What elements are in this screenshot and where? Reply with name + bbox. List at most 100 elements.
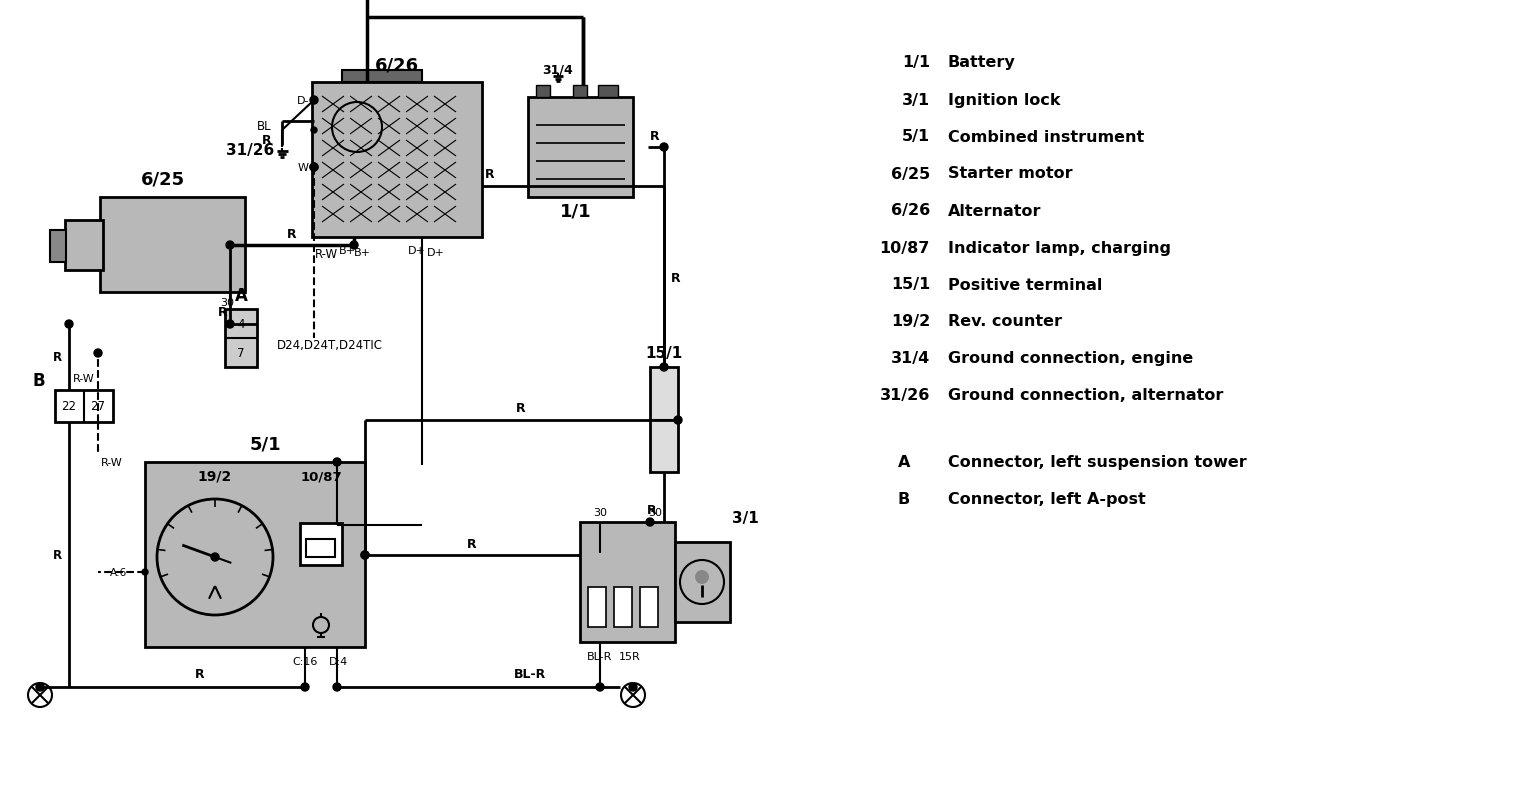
Text: R: R xyxy=(467,537,476,550)
Text: B+: B+ xyxy=(353,248,370,257)
Bar xyxy=(528,98,633,198)
Bar xyxy=(581,522,674,642)
Text: R: R xyxy=(195,668,204,681)
Text: R: R xyxy=(52,549,61,561)
Bar xyxy=(573,86,587,98)
Text: 5/1: 5/1 xyxy=(249,435,281,453)
Text: D24,D24T,D24TIC: D24,D24T,D24TIC xyxy=(276,339,382,352)
Bar xyxy=(312,83,482,237)
Text: 15/1: 15/1 xyxy=(645,346,682,361)
Text: 4: 4 xyxy=(237,318,244,331)
Text: Ignition lock: Ignition lock xyxy=(948,92,1060,107)
Text: R-W: R-W xyxy=(74,374,95,383)
Text: 30: 30 xyxy=(593,508,607,517)
Text: BL: BL xyxy=(257,119,272,132)
Text: 15R: 15R xyxy=(619,651,641,661)
Text: 22: 22 xyxy=(61,400,77,413)
Circle shape xyxy=(210,553,220,561)
Text: 1/1: 1/1 xyxy=(559,203,591,221)
Text: R: R xyxy=(650,129,660,142)
Text: 19/2: 19/2 xyxy=(891,314,929,329)
Text: 31/26: 31/26 xyxy=(226,142,273,157)
Text: 27: 27 xyxy=(91,400,106,413)
Bar xyxy=(343,71,422,83)
Circle shape xyxy=(333,459,341,467)
Bar xyxy=(51,231,66,263)
Circle shape xyxy=(647,518,654,526)
Text: A: A xyxy=(235,286,247,305)
Text: 31/4: 31/4 xyxy=(891,351,929,366)
Circle shape xyxy=(310,128,316,134)
Text: 6/26: 6/26 xyxy=(891,203,929,218)
Circle shape xyxy=(333,683,341,691)
Text: R: R xyxy=(647,504,657,516)
Text: Rev. counter: Rev. counter xyxy=(948,314,1061,329)
Text: Indicator lamp, charging: Indicator lamp, charging xyxy=(948,241,1170,255)
Bar xyxy=(650,367,677,472)
Bar xyxy=(614,587,631,627)
Text: B: B xyxy=(897,492,909,507)
Text: C:16: C:16 xyxy=(292,656,318,666)
Text: B: B xyxy=(32,371,46,390)
Text: 3/1: 3/1 xyxy=(731,510,759,525)
Text: 10/87: 10/87 xyxy=(300,470,343,483)
Circle shape xyxy=(301,683,309,691)
Text: 10/87: 10/87 xyxy=(880,241,929,255)
Circle shape xyxy=(310,164,318,172)
Text: 7: 7 xyxy=(237,347,244,360)
Text: BL-R: BL-R xyxy=(515,668,547,681)
Circle shape xyxy=(35,683,45,691)
Text: 30: 30 xyxy=(648,508,662,517)
Circle shape xyxy=(226,321,233,329)
Circle shape xyxy=(141,569,147,575)
Text: D-: D- xyxy=(296,96,309,106)
Text: 15/1: 15/1 xyxy=(891,277,929,292)
Bar xyxy=(55,391,114,423)
Bar xyxy=(300,524,343,565)
Text: Battery: Battery xyxy=(948,55,1015,71)
Circle shape xyxy=(310,164,318,172)
Circle shape xyxy=(350,241,358,249)
Bar xyxy=(144,463,366,647)
Bar xyxy=(536,86,550,98)
Circle shape xyxy=(310,97,318,105)
Bar xyxy=(100,198,246,293)
Text: R: R xyxy=(671,271,680,284)
Text: R: R xyxy=(287,227,296,241)
Text: D+: D+ xyxy=(409,245,425,256)
Text: 31/4: 31/4 xyxy=(542,63,573,76)
Bar xyxy=(224,310,257,367)
Text: 19/2: 19/2 xyxy=(198,469,232,484)
Text: 3/1: 3/1 xyxy=(902,92,929,107)
Text: D:4: D:4 xyxy=(329,656,347,666)
Text: R: R xyxy=(485,168,495,181)
Text: BL-R: BL-R xyxy=(587,651,613,661)
Circle shape xyxy=(694,570,710,585)
Bar xyxy=(65,221,103,270)
Text: R: R xyxy=(263,134,272,148)
Text: R: R xyxy=(516,402,525,415)
Text: Connector, left suspension tower: Connector, left suspension tower xyxy=(948,455,1247,470)
Bar xyxy=(588,587,607,627)
Text: 6/26: 6/26 xyxy=(375,56,419,74)
Circle shape xyxy=(630,683,637,691)
Bar xyxy=(674,542,730,622)
Bar xyxy=(598,86,617,98)
Text: 30: 30 xyxy=(220,298,233,308)
Circle shape xyxy=(361,551,369,559)
Circle shape xyxy=(94,350,101,358)
Text: B+: B+ xyxy=(338,245,355,256)
Text: 5/1: 5/1 xyxy=(902,129,929,144)
Circle shape xyxy=(65,321,74,329)
Bar xyxy=(641,587,657,627)
Text: A:6: A:6 xyxy=(109,567,127,577)
Text: Combined instrument: Combined instrument xyxy=(948,129,1144,144)
Text: R-W: R-W xyxy=(315,247,338,260)
Text: A: A xyxy=(897,455,909,470)
Circle shape xyxy=(660,144,668,152)
Text: Positive terminal: Positive terminal xyxy=(948,277,1103,292)
Text: 6/25: 6/25 xyxy=(140,171,184,188)
Text: 6/25: 6/25 xyxy=(891,166,929,181)
Bar xyxy=(306,539,335,557)
Text: R-W: R-W xyxy=(101,457,123,468)
